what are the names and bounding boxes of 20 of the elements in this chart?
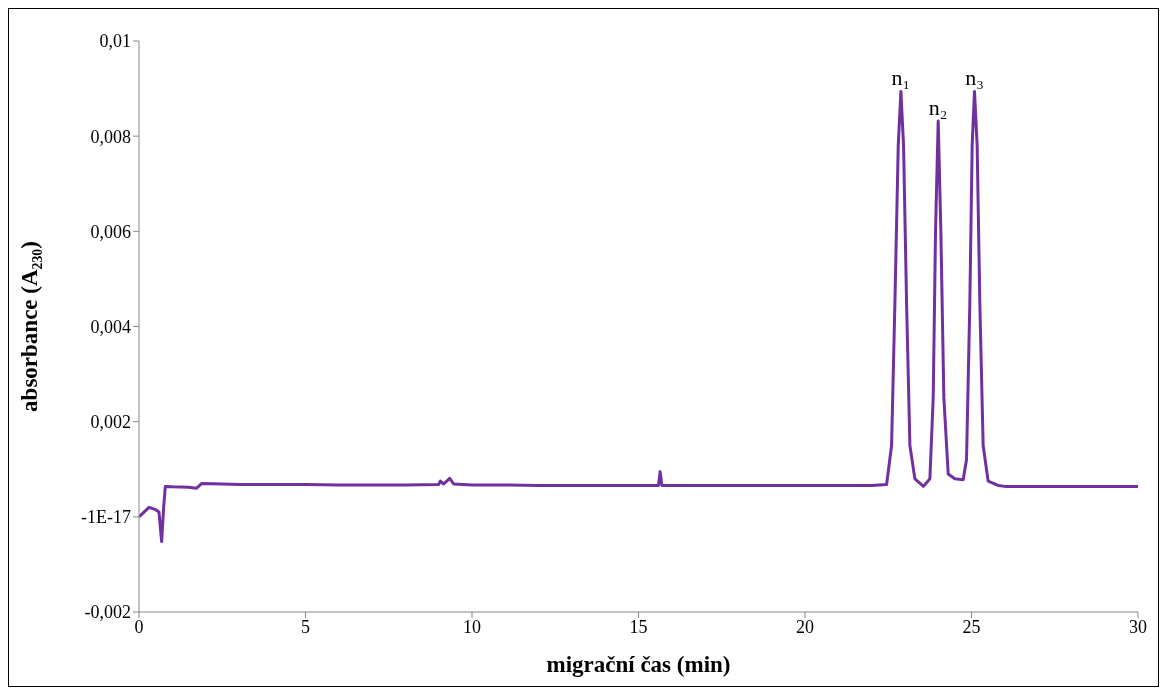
y-tick-label: -1E-17 <box>81 507 131 528</box>
annotation: n₃ <box>965 65 984 91</box>
y-axis-title: absorbance (A₂₃₀) <box>17 241 43 412</box>
x-tick-label: 5 <box>301 616 310 637</box>
y-tick-label: 0,01 <box>99 31 131 52</box>
y-tick-label: 0,008 <box>90 126 131 147</box>
y-tick-label: 0,004 <box>90 316 131 337</box>
y-tick-label: -0,002 <box>84 602 131 623</box>
x-axis-title: migrační čas (min) <box>546 652 731 677</box>
x-tick-label: 10 <box>463 616 481 637</box>
annotation: n₁ <box>891 65 911 91</box>
annotation: n₂ <box>928 94 948 120</box>
y-tick-label: 0,006 <box>90 221 131 242</box>
x-tick-label: 20 <box>796 616 814 637</box>
x-tick-label: 0 <box>134 616 144 637</box>
x-tick-label: 25 <box>962 616 981 637</box>
x-tick-label: 15 <box>629 616 648 637</box>
line-series <box>139 89 1138 544</box>
x-tick-label: 30 <box>1129 616 1147 637</box>
y-tick-label: 0,002 <box>90 412 131 433</box>
